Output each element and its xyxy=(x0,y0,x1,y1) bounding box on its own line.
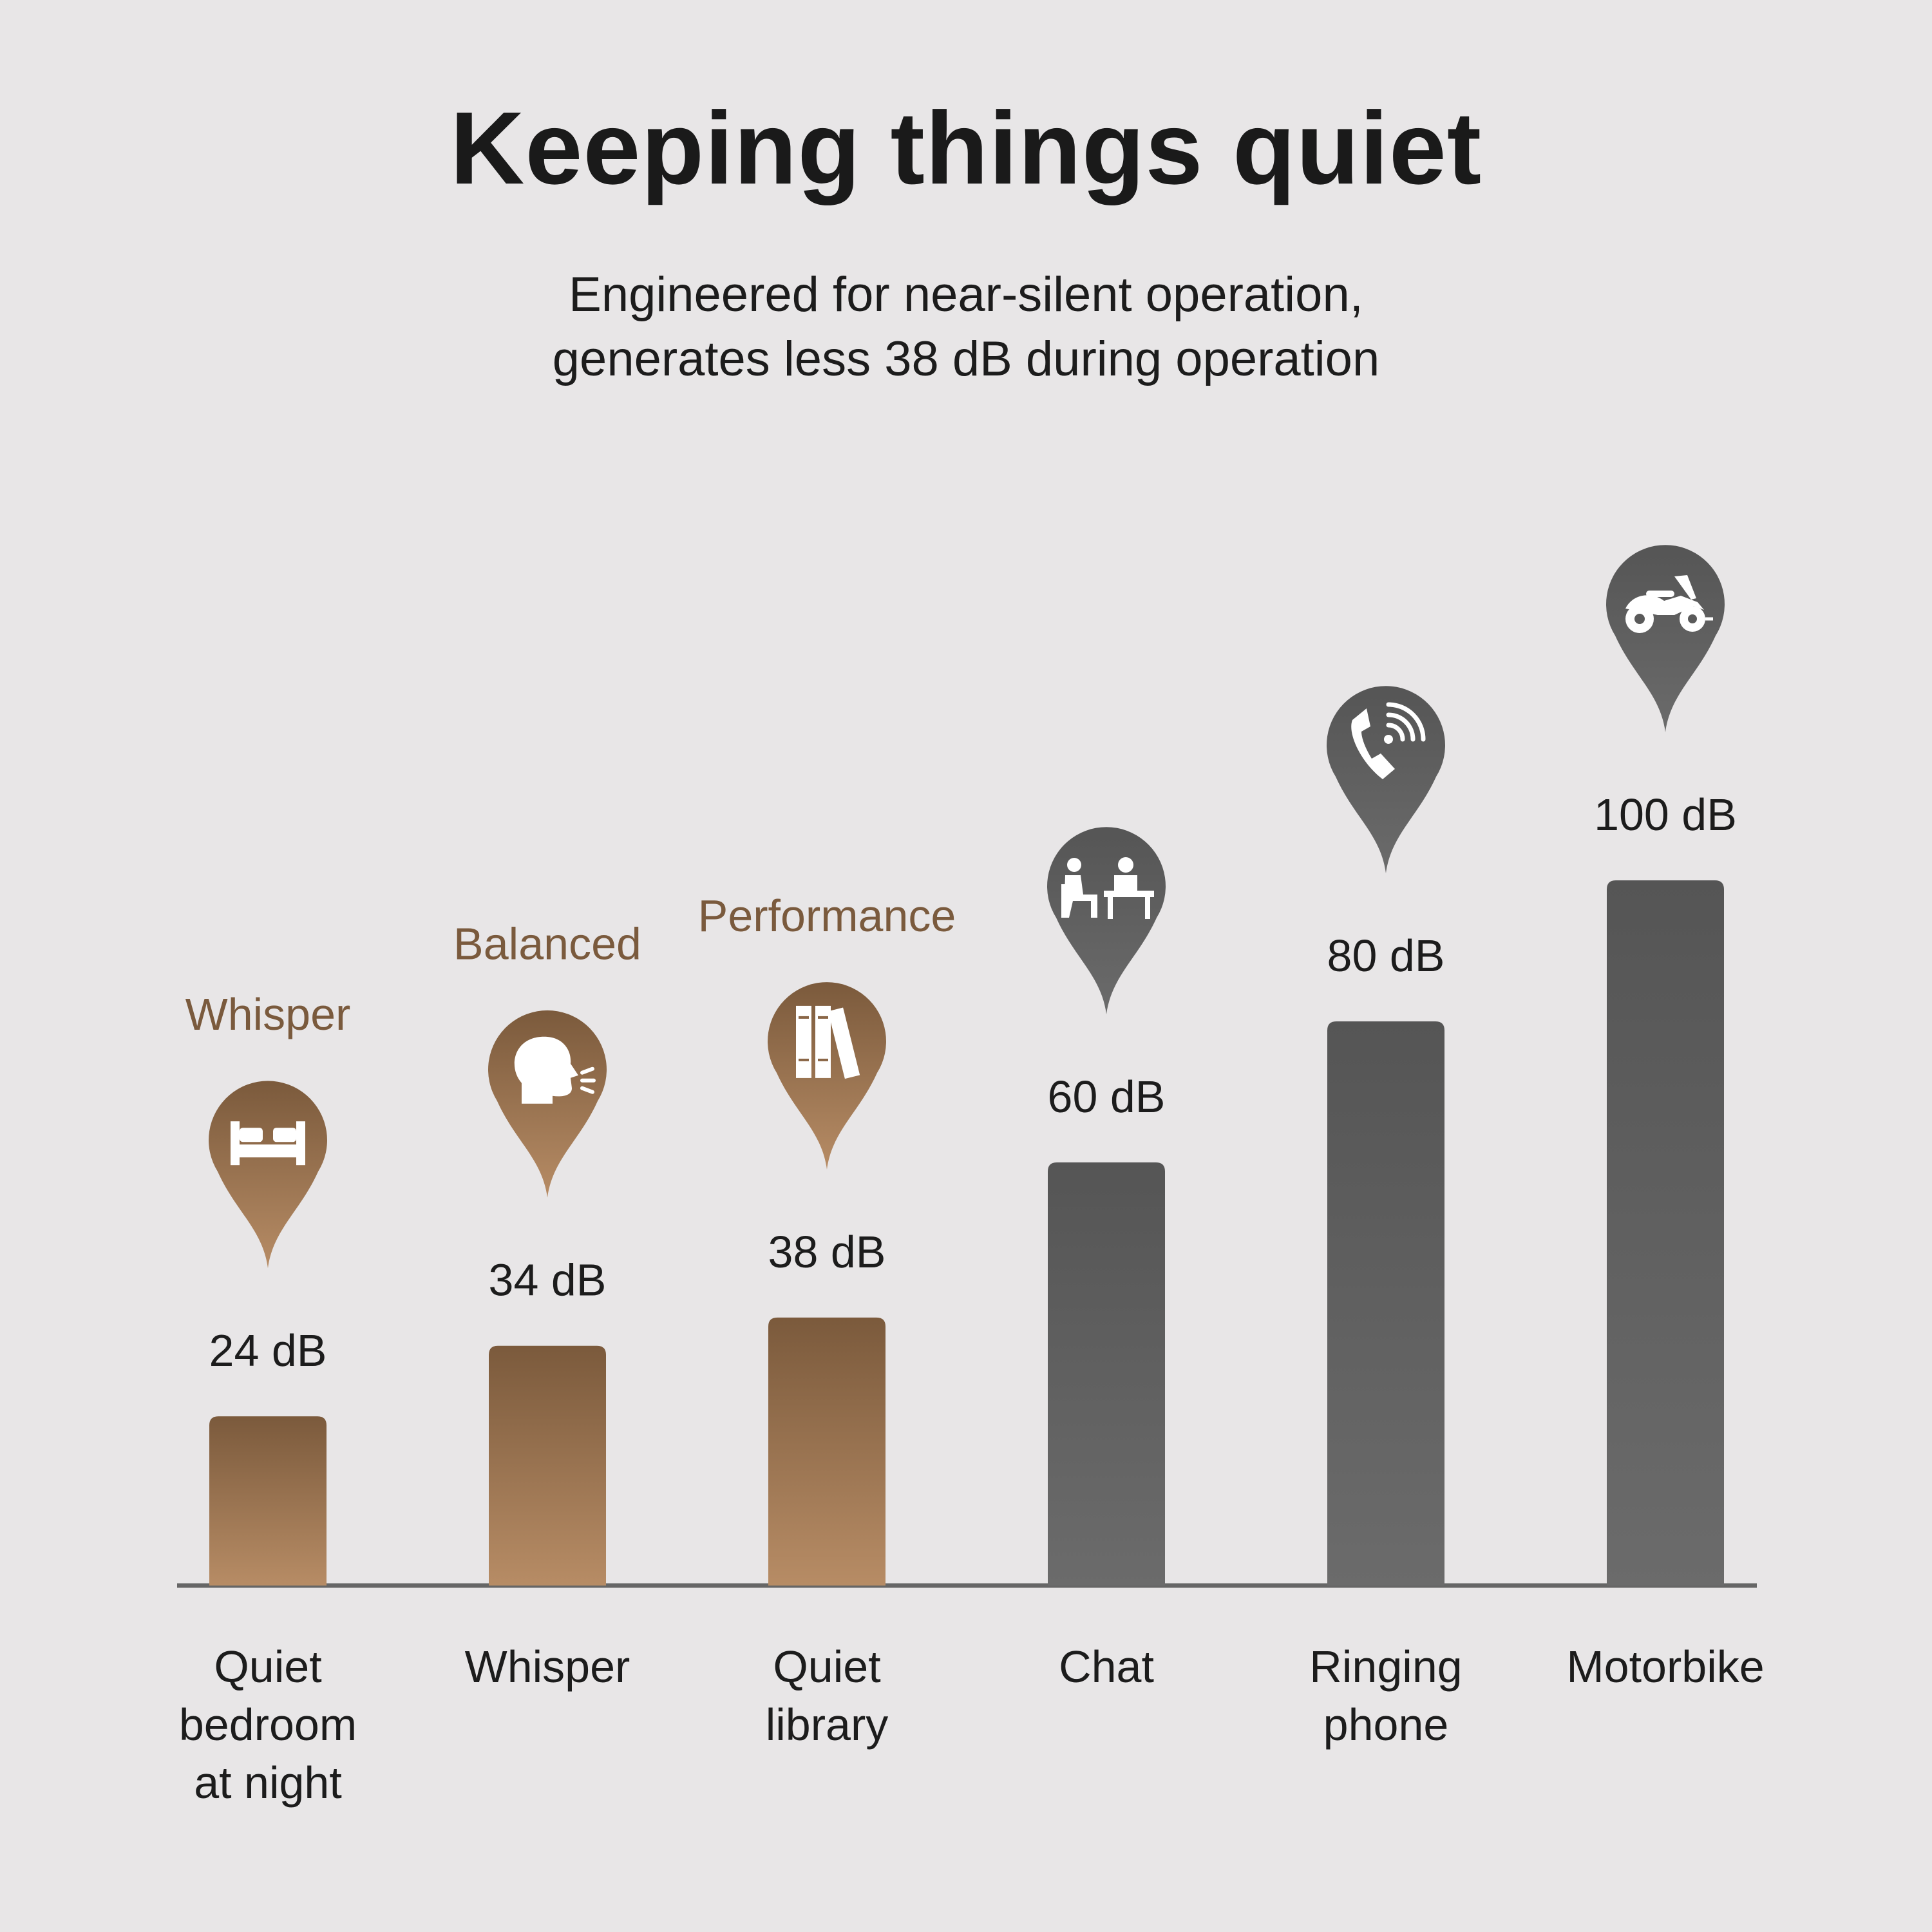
conversation-icon xyxy=(1061,857,1154,919)
books-icon xyxy=(796,1005,860,1079)
map-pin-marker xyxy=(1327,686,1445,873)
mode-label: Balanced xyxy=(453,919,641,969)
mode-label: Performance xyxy=(698,891,956,941)
bar xyxy=(1048,1162,1165,1586)
bed-icon xyxy=(231,1121,305,1166)
value-label: 24 dB xyxy=(209,1325,327,1376)
category-label: phone xyxy=(1323,1700,1449,1750)
category-label: Chat xyxy=(1059,1642,1154,1692)
bar xyxy=(1607,880,1724,1586)
category-label: Motorbike xyxy=(1566,1642,1764,1692)
value-label: 60 dB xyxy=(1048,1072,1166,1122)
category-label: Ringing xyxy=(1309,1642,1462,1692)
bar xyxy=(1327,1021,1444,1586)
map-pin-marker xyxy=(768,982,886,1170)
bar xyxy=(209,1416,327,1586)
pin-shape xyxy=(1047,827,1166,1014)
mode-label: Whisper xyxy=(185,989,351,1039)
ringing-phone-icon xyxy=(1351,702,1426,779)
pin-shape xyxy=(209,1081,327,1269)
speaking-head-icon xyxy=(514,1036,596,1104)
motorbike-icon xyxy=(1625,575,1713,633)
category-label: bedroom xyxy=(179,1700,357,1750)
map-pin-marker xyxy=(209,1081,327,1269)
value-label: 34 dB xyxy=(489,1255,607,1305)
category-label: at night xyxy=(194,1757,342,1808)
pin-shape xyxy=(1327,686,1445,873)
bar xyxy=(768,1317,886,1586)
category-label: library xyxy=(766,1700,889,1750)
map-pin-marker xyxy=(488,1010,607,1198)
category-label: Quiet xyxy=(773,1642,880,1692)
value-label: 80 dB xyxy=(1327,931,1445,981)
map-pin-marker xyxy=(1047,827,1166,1014)
bar xyxy=(489,1345,606,1586)
pin-shape xyxy=(1606,545,1725,732)
subtitle-line: Engineered for near-silent operation, xyxy=(569,267,1363,322)
category-label: Quiet xyxy=(214,1642,321,1692)
map-pin-marker xyxy=(1606,545,1725,732)
value-label: 100 dB xyxy=(1594,790,1737,840)
category-label: Whisper xyxy=(465,1642,630,1692)
subtitle-line: generates less 38 dB during operation xyxy=(552,332,1380,386)
value-label: 38 dB xyxy=(768,1227,886,1277)
page-subtitle: Engineered for near-silent operation, ge… xyxy=(0,263,1932,392)
page-title: Keeping things quiet xyxy=(450,90,1482,205)
